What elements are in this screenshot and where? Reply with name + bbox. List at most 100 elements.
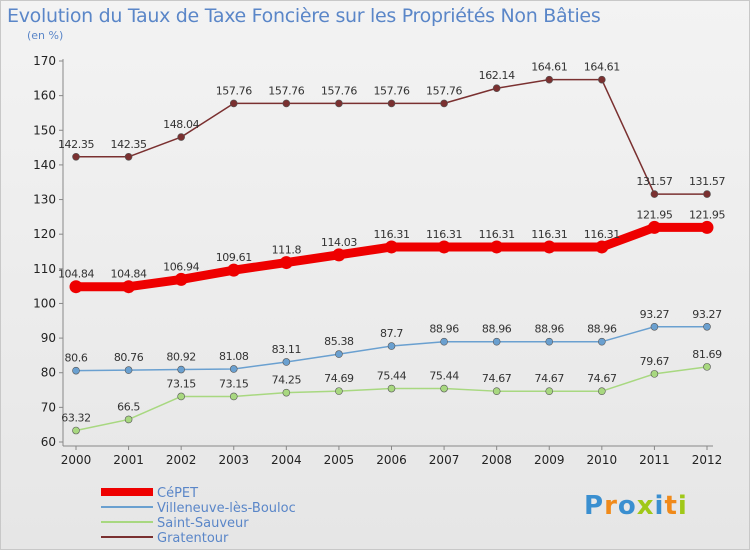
- legend-label-Villeneuve-lès-Bouloc: Villeneuve-lès-Bouloc: [157, 501, 296, 516]
- data-label: 74.25: [272, 374, 302, 387]
- data-label: 93.27: [640, 308, 670, 321]
- data-point: [177, 365, 185, 374]
- data-point: [492, 84, 501, 93]
- data-point: [703, 363, 711, 371]
- legend-label-Gratentour: Gratentour: [157, 531, 229, 546]
- x-tick-label: 2011: [639, 453, 670, 467]
- logo-letter: t: [664, 491, 678, 521]
- x-tick-label: 2007: [429, 453, 460, 467]
- data-label: 74.67: [535, 372, 565, 385]
- data-label: 83.11: [272, 343, 302, 356]
- data-point: [492, 337, 501, 346]
- x-tick-label: 2001: [113, 453, 144, 467]
- data-point: [545, 387, 554, 395]
- data-point: [650, 190, 659, 198]
- data-label: 104.84: [111, 268, 147, 281]
- logo-letter: o: [617, 491, 637, 521]
- logo-letter: P: [584, 491, 605, 521]
- y-tick-label: 60: [41, 435, 56, 449]
- data-point: [595, 240, 609, 254]
- data-label: 66.5: [117, 400, 140, 413]
- data-point: [177, 392, 185, 401]
- data-point: [440, 384, 448, 393]
- data-point: [72, 366, 80, 375]
- data-label: 148.04: [163, 118, 199, 131]
- data-point: [282, 358, 291, 366]
- data-point: [124, 415, 133, 424]
- data-point: [279, 256, 293, 270]
- data-label: 157.76: [373, 84, 409, 97]
- data-point: [650, 370, 659, 378]
- data-label: 88.96: [482, 323, 512, 336]
- data-label: 116.31: [584, 228, 620, 241]
- logo-letter: r: [604, 491, 618, 521]
- data-label: 121.95: [636, 208, 672, 221]
- data-point: [490, 240, 504, 254]
- data-label: 88.96: [429, 323, 459, 336]
- chart-subtitle: (en %): [27, 29, 64, 42]
- data-label: 80.92: [166, 351, 196, 364]
- data-label: 75.44: [377, 370, 407, 383]
- data-point: [227, 263, 241, 277]
- data-label: 81.08: [219, 350, 249, 363]
- data-label: 116.31: [531, 228, 567, 241]
- legend-label-Saint-Sauveur: Saint-Sauveur: [157, 516, 249, 531]
- data-label: 162.14: [479, 69, 515, 82]
- data-label: 121.95: [689, 208, 725, 221]
- logo-letter: i: [677, 491, 688, 521]
- logo-letter: x: [636, 491, 655, 521]
- data-label: 157.76: [216, 84, 252, 97]
- data-point: [650, 322, 659, 331]
- y-tick-label: 130: [33, 193, 56, 207]
- data-label: 111.8: [272, 244, 302, 257]
- data-point: [72, 426, 80, 435]
- y-tick-label: 70: [41, 400, 56, 414]
- y-tick-label: 120: [33, 227, 56, 241]
- data-point: [177, 133, 185, 141]
- data-label: 80.6: [65, 352, 88, 365]
- data-label: 142.35: [58, 138, 94, 151]
- y-tick-label: 100: [33, 296, 56, 310]
- data-label: 106.94: [163, 260, 199, 273]
- data-point: [492, 387, 501, 395]
- data-point: [545, 75, 554, 84]
- data-point: [335, 99, 343, 108]
- data-label: 73.15: [219, 377, 249, 390]
- data-label: 104.84: [58, 268, 94, 281]
- chart-title: Evolution du Taux de Taxe Foncière sur l…: [7, 5, 601, 27]
- data-point: [703, 190, 711, 198]
- data-point: [335, 387, 343, 395]
- data-label: 73.15: [166, 377, 196, 390]
- data-point: [282, 388, 291, 397]
- data-point: [229, 365, 238, 373]
- data-point: [437, 240, 451, 254]
- data-label: 88.96: [535, 323, 565, 336]
- data-label: 79.67: [640, 355, 670, 368]
- data-label: 116.31: [479, 228, 515, 241]
- data-label: 85.38: [324, 335, 354, 348]
- data-point: [124, 366, 133, 374]
- data-label: 114.03: [321, 236, 357, 249]
- data-label: 142.35: [111, 138, 147, 151]
- legend-label-CéPET: CéPET: [157, 486, 198, 501]
- data-point: [440, 337, 448, 346]
- data-point: [387, 342, 396, 350]
- x-tick-label: 2008: [481, 453, 512, 467]
- data-point: [72, 152, 80, 161]
- x-tick-label: 2003: [218, 453, 249, 467]
- logo-letter: i: [654, 491, 665, 521]
- data-label: 109.61: [216, 251, 252, 264]
- data-point: [542, 240, 556, 254]
- y-tick-label: 150: [33, 123, 56, 137]
- y-tick-label: 90: [41, 331, 56, 345]
- proxiti-logo: Proxiti: [584, 491, 688, 521]
- data-point: [282, 99, 291, 108]
- data-label: 93.27: [692, 308, 722, 321]
- data-point: [69, 280, 83, 294]
- x-tick-label: 2009: [534, 453, 565, 467]
- data-point: [174, 272, 188, 286]
- y-tick-label: 170: [33, 54, 56, 68]
- data-point: [332, 248, 346, 262]
- data-label: 116.31: [426, 228, 462, 241]
